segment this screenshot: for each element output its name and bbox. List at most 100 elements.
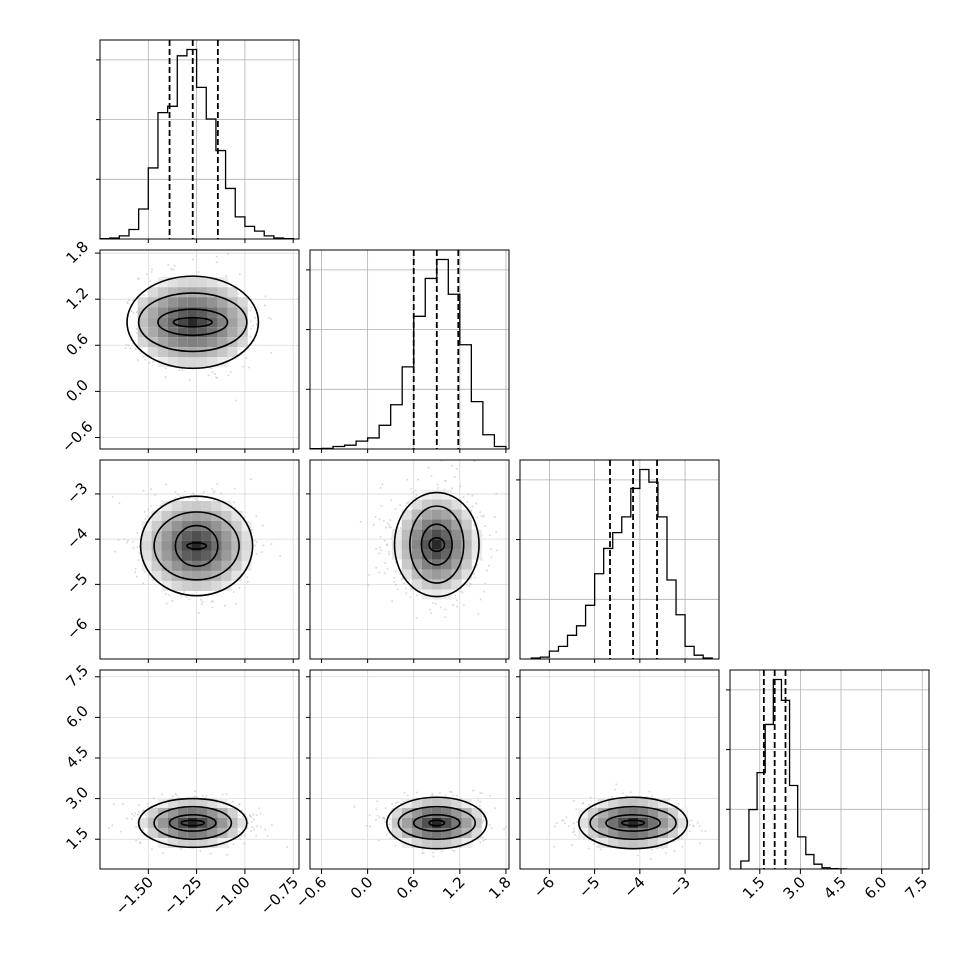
scatter-point <box>409 588 412 590</box>
density-cell <box>197 327 208 338</box>
scatter-point <box>179 495 182 498</box>
density-cell <box>421 569 432 580</box>
scatter-point <box>270 823 273 826</box>
density-cell <box>421 807 432 818</box>
scatter-point <box>125 343 128 346</box>
scatter-point <box>389 526 392 529</box>
density-cell <box>181 560 192 571</box>
scatter-point <box>375 818 378 821</box>
density-cell <box>461 509 472 520</box>
scatter-point <box>127 344 130 347</box>
scatter-point <box>453 475 456 478</box>
density-cell <box>431 589 442 600</box>
density-cell <box>141 520 152 531</box>
scatter-point <box>255 323 258 326</box>
scatter-point <box>375 547 378 550</box>
density-cell <box>231 570 242 581</box>
density-cell <box>421 797 432 808</box>
density-cell <box>227 347 238 358</box>
density-cell <box>207 337 218 348</box>
density-cell <box>151 560 162 571</box>
density-cell <box>147 807 158 818</box>
scatter-point <box>468 585 471 588</box>
scatter-point <box>481 792 484 795</box>
contour-line <box>412 814 461 832</box>
scatter-point <box>462 604 465 607</box>
scatter-point <box>384 821 387 824</box>
scatter-point <box>108 827 111 830</box>
scatter-point <box>439 792 441 795</box>
density-cell <box>217 817 228 828</box>
scatter-point <box>147 508 150 511</box>
density-cell <box>167 797 178 808</box>
scatter-point <box>256 825 258 828</box>
density-cell <box>471 807 482 818</box>
scatter-point <box>495 492 498 495</box>
density-cell <box>177 317 188 328</box>
scatter-point <box>439 606 442 609</box>
scatter-point <box>468 582 471 585</box>
scatter-point <box>375 808 378 811</box>
histogram-steps <box>309 258 507 450</box>
density-cell <box>391 817 402 828</box>
density-cell <box>201 570 212 581</box>
density-cell <box>157 817 168 828</box>
scatter-point <box>234 506 237 509</box>
scatter-point <box>389 837 392 840</box>
scatter-point <box>380 504 383 507</box>
scatter-point <box>150 848 153 851</box>
density-cell <box>231 520 242 531</box>
density-cell <box>167 357 178 368</box>
density-cell <box>197 837 208 848</box>
scatter-point <box>197 611 200 614</box>
scatter-point <box>378 546 381 549</box>
panel-frame <box>99 39 300 240</box>
scatter-point <box>434 602 437 605</box>
scatter-point <box>143 510 146 513</box>
scatter-point <box>213 490 216 493</box>
density-cell <box>451 539 462 550</box>
density-cell <box>191 570 202 581</box>
contour-line <box>409 505 465 584</box>
density-cell <box>197 827 208 838</box>
density-cell <box>441 579 452 590</box>
scatter-point <box>249 309 252 312</box>
scatter-point <box>142 355 145 358</box>
scatter-point <box>456 605 459 608</box>
scatter-point <box>432 855 435 858</box>
density-cell <box>431 499 442 510</box>
density-cell <box>197 307 208 318</box>
scatter-point <box>473 460 476 463</box>
scatter-point <box>378 839 380 842</box>
scatter-point <box>261 524 264 527</box>
scatter-point <box>248 366 250 369</box>
density-cell <box>167 837 178 848</box>
scatter-point <box>145 273 148 276</box>
scatter-point <box>455 467 458 470</box>
scatter-point <box>233 501 235 504</box>
scatter-point <box>240 834 243 837</box>
scatter-point <box>510 826 512 828</box>
scatter-point <box>452 603 455 606</box>
histogram-steps <box>99 48 294 240</box>
density-cell <box>211 500 222 511</box>
scatter-point <box>253 539 256 542</box>
scatter-point <box>454 594 457 597</box>
scatter-point <box>259 812 262 815</box>
density-cell <box>217 327 228 338</box>
scatter-point <box>483 590 486 593</box>
scatter-point <box>258 807 260 810</box>
density-cell <box>227 307 238 318</box>
scatter-point <box>232 591 235 593</box>
scatter-point <box>479 511 482 514</box>
scatter-point <box>136 532 139 535</box>
density-cell <box>471 817 482 828</box>
contour-line <box>420 523 453 566</box>
density-cell <box>191 540 202 551</box>
scatter-point <box>286 845 289 848</box>
scatter-point <box>117 539 120 542</box>
scatter-point <box>180 848 183 850</box>
density-cell <box>217 337 228 348</box>
scatter-point <box>416 594 419 597</box>
